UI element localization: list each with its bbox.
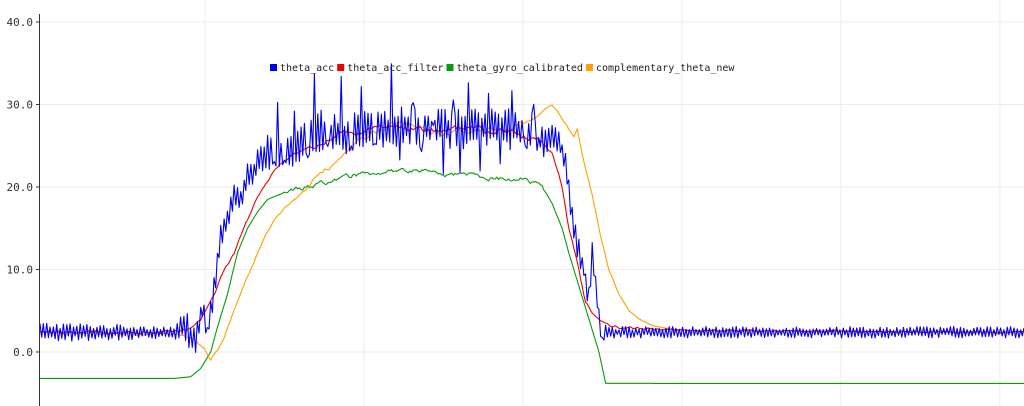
legend-label: theta_acc_filter (347, 63, 443, 74)
series-lines (39, 63, 1024, 384)
legend-swatch (446, 64, 454, 71)
legend-label: theta_gyro_calibrated (457, 63, 583, 74)
legend-swatch (337, 64, 345, 71)
y-axis: 0.0 10.0 20.0 30.0 40.0 (7, 14, 40, 406)
legend-item-theta-acc-filter[interactable]: theta_acc_filter (337, 63, 444, 74)
y-tick-label: 20.0 (7, 181, 34, 194)
series-line-theta-acc-filter (39, 124, 1024, 335)
legend-item-theta-acc[interactable]: theta_acc (270, 63, 334, 74)
legend-item-complementary-theta-new[interactable]: complementary_theta_new (585, 63, 735, 74)
legend-swatch (270, 64, 277, 71)
legend-swatch (585, 64, 593, 71)
legend-label: theta_acc (280, 63, 334, 74)
legend-item-theta-gyro-calibrated[interactable]: theta_gyro_calibrated (446, 63, 583, 74)
series-line-theta-gyro-calibrated (40, 167, 1024, 384)
grid-lines (40, 0, 1024, 406)
y-tick-label: 0.0 (13, 346, 33, 359)
y-tick-label: 10.0 (7, 264, 34, 277)
legend[interactable]: theta_acc theta_acc_filter theta_gyro_cali… (270, 63, 735, 74)
y-tick-label: 30.0 (7, 99, 34, 112)
series-line-theta-acc (39, 63, 1024, 353)
y-tick-label: 40.0 (7, 16, 34, 29)
legend-label: complementary_theta_new (596, 63, 735, 74)
